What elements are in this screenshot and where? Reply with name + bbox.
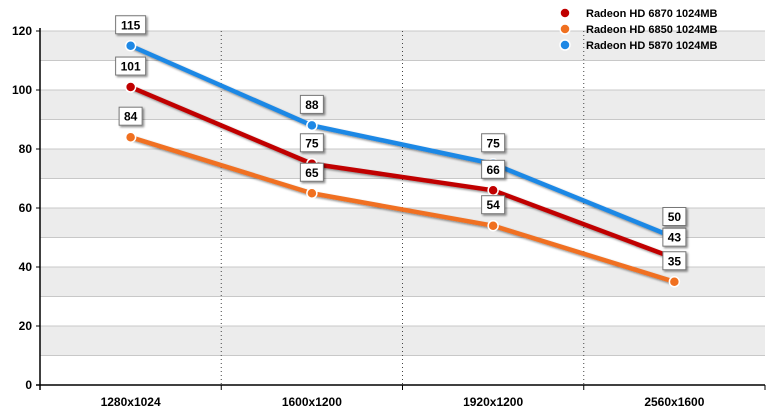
x-tick-label: 1600x1200	[282, 395, 342, 409]
data-label-box	[481, 133, 506, 153]
data-point	[487, 219, 499, 232]
y-tick-label: 20	[19, 319, 33, 333]
data-label: 66	[481, 159, 506, 179]
data-label-box	[662, 227, 687, 247]
data-label-box	[481, 195, 506, 215]
series-line	[128, 134, 677, 284]
legend-label: Radeon HD 6850 1024MB	[586, 24, 717, 36]
legend-item: Radeon HD 5870 1024MB	[546, 39, 717, 52]
data-point	[124, 40, 137, 52]
plot-band	[40, 326, 765, 356]
legend: Radeon HD 6870 1024MB Radeon HD 6850 1024…	[546, 7, 717, 52]
data-label: 50	[662, 207, 687, 226]
data-label-text: 35	[668, 254, 682, 268]
legend-swatch-marker	[559, 39, 571, 51]
data-labels: 101 75 66 43 84 65 54 35 115 88 75 50	[115, 15, 687, 271]
data-label: 88	[299, 94, 324, 114]
legend-swatch-marker	[559, 7, 571, 19]
series-2	[124, 131, 681, 288]
data-label: 65	[299, 162, 324, 182]
y-tick-label: 0	[25, 378, 32, 392]
data-label-text: 50	[668, 210, 682, 224]
data-label: 54	[481, 195, 506, 215]
data-label: 84	[118, 106, 143, 126]
data-label-box	[662, 207, 687, 226]
series-line	[128, 84, 677, 261]
data-point	[668, 276, 681, 288]
data-label-text: 88	[305, 98, 319, 112]
data-label-text: 101	[121, 60, 141, 74]
data-label-text: 66	[486, 163, 500, 177]
data-label-box	[662, 251, 687, 271]
plot-band	[40, 208, 765, 238]
data-label-text: 75	[305, 136, 319, 150]
x-tick-label: 1280x1024	[101, 395, 161, 409]
plot-band	[40, 237, 765, 267]
data-label-box	[481, 159, 506, 179]
data-label-text: 65	[305, 166, 319, 180]
data-point	[124, 131, 137, 143]
legend-swatch-marker	[559, 23, 571, 35]
data-label: 35	[662, 251, 687, 271]
data-label: 115	[115, 15, 147, 35]
data-label: 75	[481, 133, 506, 153]
data-label-text: 84	[124, 110, 138, 124]
data-label-box	[115, 56, 147, 76]
y-tick-label: 60	[19, 201, 33, 215]
legend-item: Radeon HD 6850 1024MB	[546, 23, 717, 36]
legend-label: Radeon HD 6870 1024MB	[586, 8, 717, 20]
series-line	[128, 43, 677, 240]
data-point	[306, 187, 318, 199]
x-tick-label: 2560x1600	[644, 395, 704, 409]
data-label-text: 75	[486, 136, 500, 150]
data-point	[306, 119, 318, 132]
data-point	[124, 81, 137, 93]
data-point	[487, 184, 499, 197]
x-axis-ticks: 1280x1024 1600x1200 1920x1200 2560x1600	[101, 395, 705, 409]
y-tick-label: 120	[12, 24, 32, 38]
data-label-box	[115, 15, 147, 35]
data-label-box	[299, 94, 324, 114]
x-tick-label: 1920x1200	[463, 395, 523, 409]
data-label-text: 54	[486, 198, 500, 212]
data-label-box	[299, 162, 324, 182]
legend-item: Radeon HD 6870 1024MB	[546, 7, 717, 20]
legend-label: Radeon HD 5870 1024MB	[586, 40, 717, 52]
data-label-text: 115	[121, 18, 141, 32]
data-label-box	[118, 106, 143, 126]
data-label: 75	[299, 133, 324, 153]
data-label: 101	[115, 56, 147, 76]
y-axis-ticks: 0 20 40 60 80 100 120	[12, 24, 40, 392]
plot-band	[40, 90, 765, 120]
y-tick-label: 100	[12, 83, 32, 97]
axes	[36, 28, 766, 390]
plot-band	[40, 355, 765, 385]
data-label-box	[299, 133, 324, 153]
data-label: 43	[662, 227, 687, 247]
y-tick-label: 80	[19, 142, 33, 156]
data-label-text: 43	[668, 231, 682, 245]
y-tick-label: 40	[19, 260, 33, 274]
